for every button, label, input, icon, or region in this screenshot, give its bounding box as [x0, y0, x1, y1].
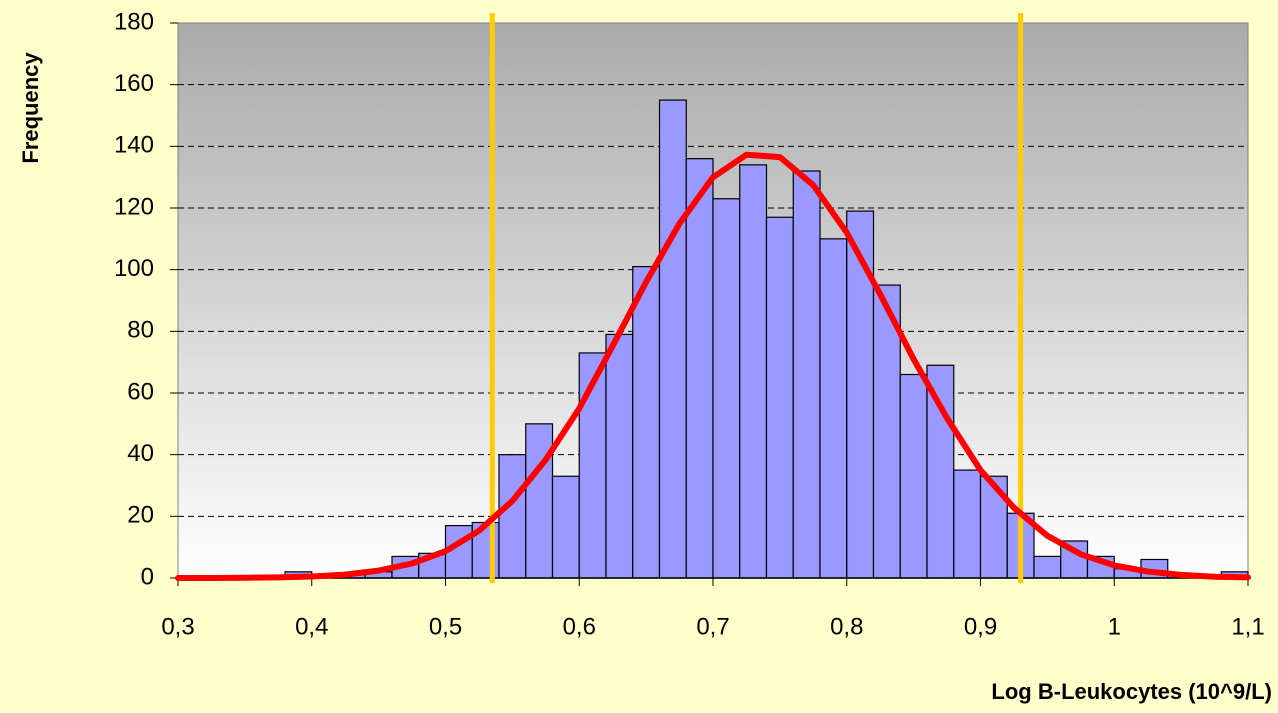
bar — [498, 454, 527, 579]
bar — [1033, 555, 1062, 579]
bar — [712, 198, 741, 579]
x-tick-label: 1,1 — [1231, 613, 1264, 640]
y-tick-label: 140 — [114, 132, 154, 159]
bar — [872, 284, 901, 579]
bar — [525, 423, 554, 579]
y-tick-label: 20 — [127, 502, 154, 529]
bar — [819, 238, 848, 579]
bar — [551, 475, 580, 579]
y-tick-label: 120 — [114, 193, 154, 220]
y-tick-label: 60 — [127, 378, 154, 405]
bar — [632, 265, 661, 579]
x-tick-label: 0,5 — [429, 613, 462, 640]
fitted-curve — [175, 151, 1251, 581]
x-axis-title: Log B-Leukocytes (10^9/L) — [991, 679, 1272, 704]
bar — [605, 333, 634, 579]
x-tick-label: 0,7 — [696, 613, 729, 640]
bar — [899, 373, 928, 579]
y-tick-label: 0 — [141, 563, 154, 590]
bar — [792, 170, 821, 579]
bar — [765, 216, 794, 579]
bar — [846, 210, 875, 579]
y-axis-title: Frequency — [18, 52, 43, 164]
y-tick-label: 160 — [114, 70, 154, 97]
y-tick-label: 80 — [127, 317, 154, 344]
bar — [685, 158, 714, 579]
x-tick-label: 0,8 — [830, 613, 863, 640]
y-tick-label: 40 — [127, 440, 154, 467]
x-tick-label: 1 — [1108, 613, 1121, 640]
x-tick-label: 0,6 — [563, 613, 596, 640]
x-tick-label: 0,3 — [161, 613, 194, 640]
y-tick-label: 180 — [114, 8, 154, 35]
bar — [658, 99, 687, 579]
bar — [926, 364, 955, 579]
bar — [953, 469, 982, 579]
y-tick-label: 100 — [114, 255, 154, 282]
x-tick-label: 0,4 — [295, 613, 328, 640]
x-tick-label: 0,9 — [964, 613, 997, 640]
bar — [739, 164, 768, 579]
